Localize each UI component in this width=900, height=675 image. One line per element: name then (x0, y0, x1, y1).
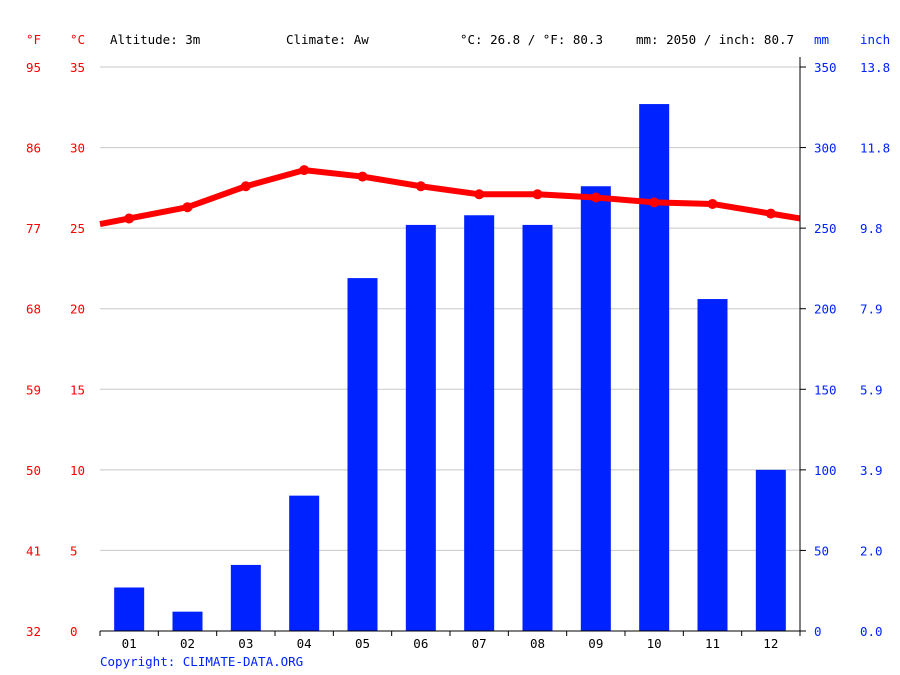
tick-label-inch: 7.9 (860, 302, 883, 317)
precipitation-bar (172, 611, 203, 631)
tick-label-mm: 100 (814, 463, 837, 478)
precipitation-bar (522, 224, 553, 632)
temperature-line (99, 165, 801, 228)
precipitation-bars (114, 104, 786, 632)
tick-label-f: 77 (26, 221, 41, 236)
tick-label-c: 30 (70, 141, 85, 156)
temperature-point (299, 165, 310, 176)
tick-label-c: 35 (70, 60, 85, 75)
precipitation-bar (464, 215, 495, 631)
month-label: 02 (180, 636, 195, 651)
temperature-point (590, 192, 601, 203)
tick-label-inch: 2.0 (860, 543, 883, 558)
tick-label-inch: 13.8 (860, 60, 890, 75)
month-label: 12 (763, 636, 778, 651)
tick-label-mm: 300 (814, 141, 837, 156)
copyright-link[interactable]: Copyright: CLIMATE-DATA.ORG (100, 654, 303, 669)
month-label: 07 (472, 636, 487, 651)
temperature-point (240, 181, 251, 192)
tick-label-c: 20 (70, 302, 85, 317)
month-label: 09 (588, 636, 603, 651)
temperature-point (649, 197, 660, 208)
tick-label-f: 41 (26, 543, 41, 558)
tick-label-inch: 9.8 (860, 221, 883, 236)
tick-label-mm: 200 (814, 302, 837, 317)
temperature-point (415, 181, 426, 192)
month-label: 05 (355, 636, 370, 651)
tick-label-mm: 250 (814, 221, 837, 236)
temperature-point (357, 171, 368, 182)
month-label: 04 (297, 636, 312, 651)
tick-label-f: 32 (26, 624, 41, 639)
precipitation-bar (697, 299, 728, 631)
tick-labels: 32 0 0 0.0 41 5 50 2.0 50 10 100 3.9 59 15 150 5.9 68 20 2… (26, 60, 890, 651)
tick-label-inch: 0.0 (860, 624, 883, 639)
month-label: 08 (530, 636, 545, 651)
month-label: 01 (122, 636, 137, 651)
tick-label-mm: 350 (814, 60, 837, 75)
temperature-point (182, 202, 193, 213)
unit-f-label: °F (26, 32, 41, 47)
month-label: 06 (413, 636, 428, 651)
gridlines (100, 66, 800, 551)
unit-inch-label: inch (860, 32, 890, 47)
unit-c-label: °C (70, 32, 85, 47)
precipitation-bar (289, 495, 320, 631)
tick-label-inch: 11.8 (860, 141, 890, 156)
climate-label: Climate: Aw (286, 32, 369, 47)
precipitation-bar (347, 278, 378, 631)
precipitation-bar (114, 587, 145, 631)
altitude-label: Altitude: 3m (110, 32, 200, 47)
temperature-point (474, 189, 485, 200)
temperature-point (707, 198, 718, 209)
tick-label-mm: 50 (814, 543, 829, 558)
month-label: 11 (705, 636, 720, 651)
tick-label-f: 95 (26, 60, 41, 75)
precipitation-bar (230, 564, 261, 631)
tick-label-f: 86 (26, 141, 41, 156)
axes (99, 57, 806, 636)
precipitation-bar (580, 186, 611, 631)
unit-mm-label: mm (814, 32, 829, 47)
precipitation-bar (405, 224, 436, 632)
tick-label-c: 10 (70, 463, 85, 478)
tick-label-c: 15 (70, 382, 85, 397)
tick-label-c: 25 (70, 221, 85, 236)
tick-label-mm: 0 (814, 624, 822, 639)
temperature-point (765, 208, 776, 219)
tick-label-inch: 3.9 (860, 463, 883, 478)
temperature-summary: °C: 26.8 / °F: 80.3 (460, 32, 603, 47)
tick-label-mm: 150 (814, 382, 837, 397)
temperature-point (532, 189, 543, 200)
temperature-point (124, 213, 135, 224)
precipitation-bar (639, 104, 670, 631)
tick-label-f: 50 (26, 463, 41, 478)
tick-label-c: 5 (70, 543, 78, 558)
precipitation-bar (755, 469, 786, 631)
month-label: 03 (238, 636, 253, 651)
tick-label-inch: 5.9 (860, 382, 883, 397)
temperature-series-line (99, 167, 801, 228)
precipitation-summary: mm: 2050 / inch: 80.7 (636, 32, 794, 47)
month-label: 10 (647, 636, 662, 651)
tick-label-f: 68 (26, 302, 41, 317)
tick-label-f: 59 (26, 382, 41, 397)
tick-label-c: 0 (70, 624, 78, 639)
